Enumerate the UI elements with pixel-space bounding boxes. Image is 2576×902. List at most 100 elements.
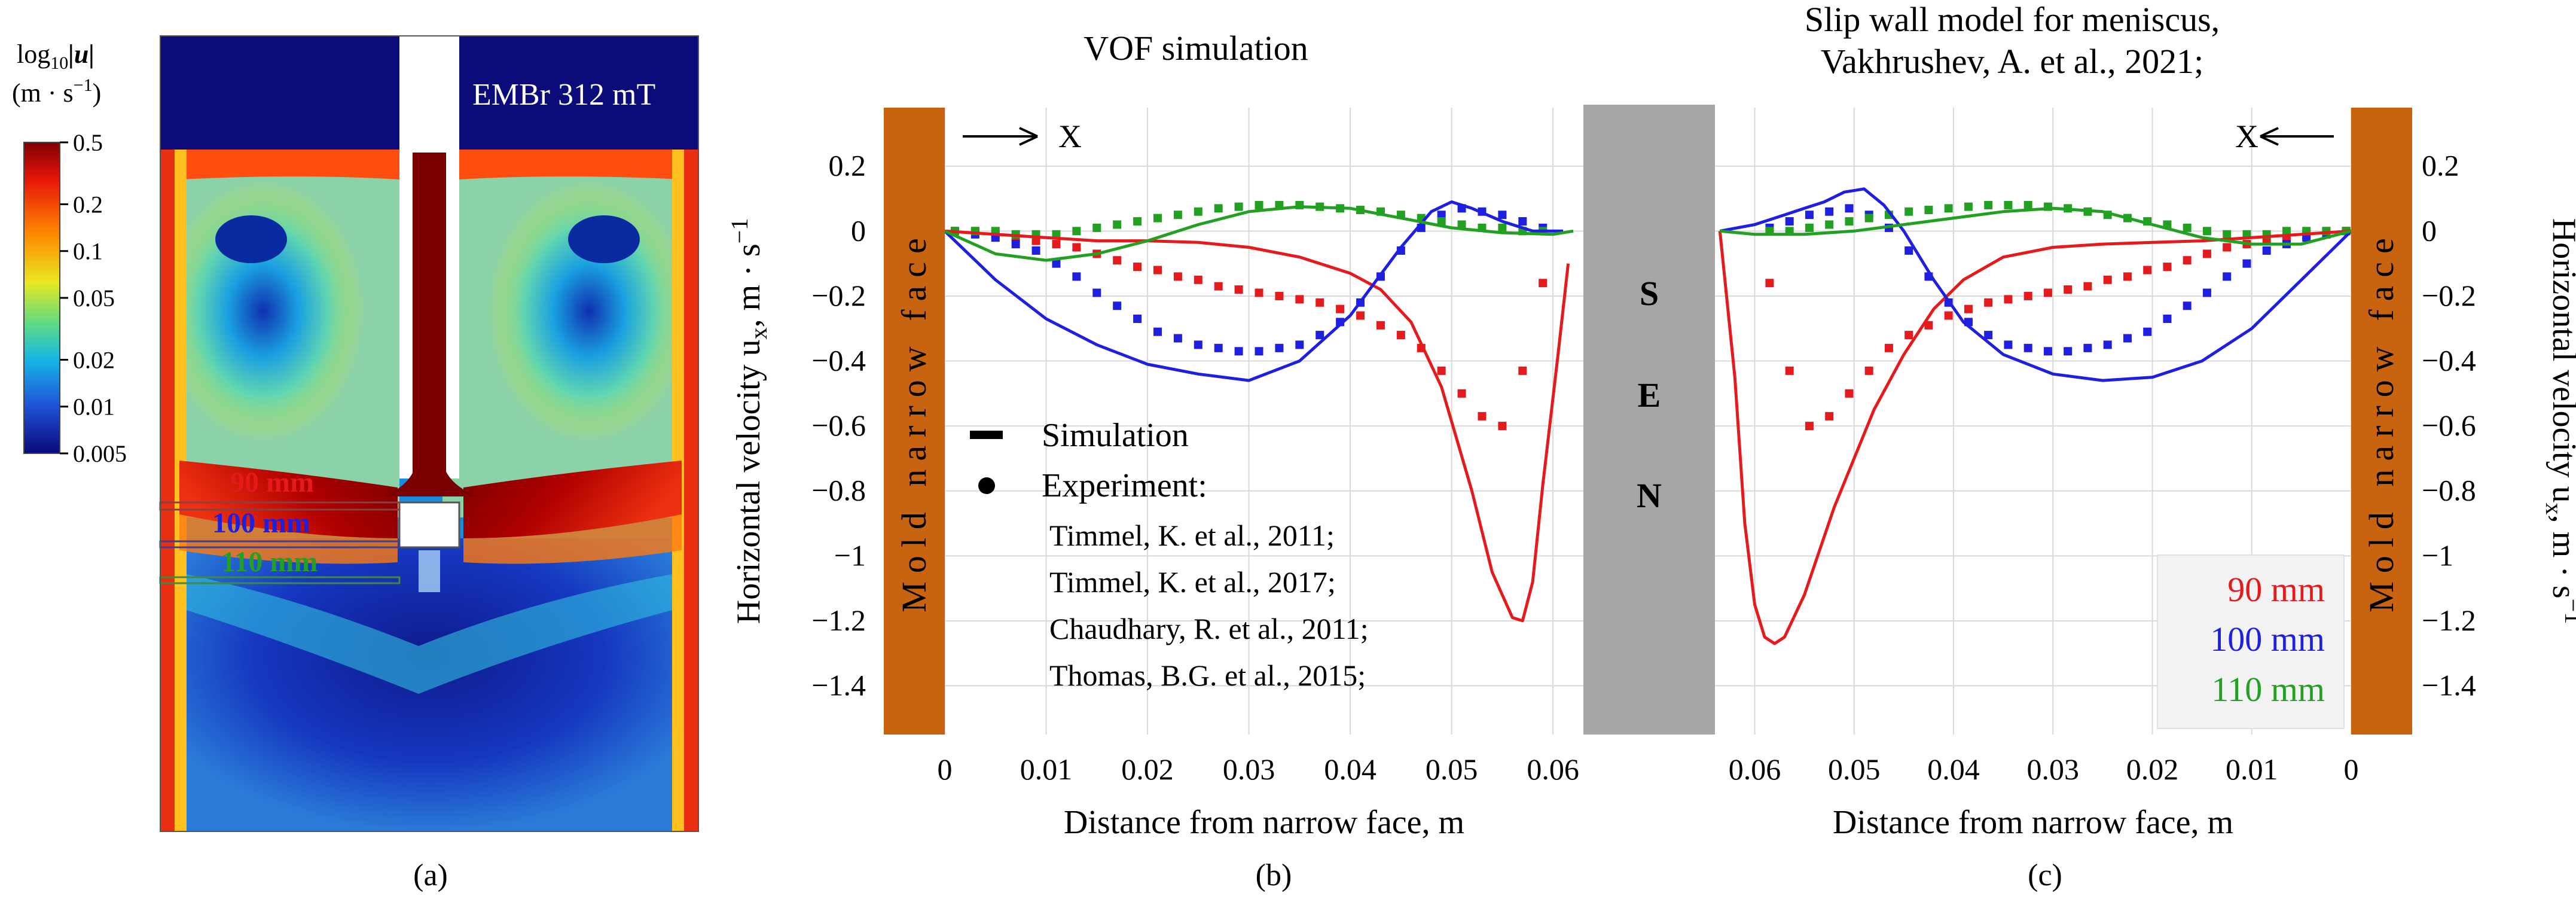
sen-letter-e: E [1638, 376, 1661, 415]
data-point [1275, 343, 1284, 352]
data-point [1924, 206, 1933, 215]
data-point [1864, 366, 1873, 375]
colorbar-tick-label: 0.005 [73, 440, 127, 467]
mold-label-left: Mold narrow face [895, 230, 933, 612]
colorbar-ticks: 0.5 0.2 0.1 0.05 0.02 0.01 0.005 [60, 129, 127, 467]
data-point [1295, 340, 1304, 349]
x-tick-label: 0.04 [1927, 752, 1980, 786]
x-tick-label: 0.05 [1426, 752, 1478, 786]
data-point [1396, 331, 1405, 340]
y-tick-label: 0.2 [2422, 149, 2459, 182]
data-point [1031, 236, 1040, 245]
data-point [2023, 291, 2032, 300]
data-point [2004, 200, 2013, 209]
data-point [1092, 288, 1101, 297]
data-point [1498, 211, 1507, 220]
sen-letter-s: S [1640, 274, 1659, 313]
data-point [2004, 340, 2013, 349]
data-point [1984, 298, 1993, 307]
data-point [1785, 366, 1794, 375]
data-point [1234, 347, 1243, 356]
data-point [1904, 246, 1913, 255]
data-point [2143, 327, 2152, 336]
data-point [2202, 249, 2211, 258]
y-tick-label: −1.4 [2422, 669, 2476, 702]
legend-experiment: Experiment: [1042, 467, 1207, 504]
data-point [2242, 259, 2251, 268]
data-point [1964, 304, 1973, 313]
panel-c: Slip wall model for meniscus, Vakhrushev… [1715, 0, 2576, 892]
data-point [1255, 288, 1263, 297]
colorbar [23, 142, 60, 454]
y-tick-label: −0.2 [2422, 279, 2476, 312]
data-point [1173, 272, 1182, 281]
data-point [1825, 412, 1834, 420]
legend-ref-3: Chaudhary, R. et al., 2011; [1049, 612, 1369, 645]
data-point [2202, 288, 2211, 297]
colorbar-tick-label: 0.02 [73, 346, 115, 373]
data-point [1072, 227, 1081, 236]
data-point [1944, 204, 1953, 213]
colorbar-tick-label: 0.5 [73, 129, 103, 156]
x-tick-label: 0 [2344, 752, 2359, 786]
colorbar-tick-label: 0.1 [73, 238, 103, 265]
y-tick-label: −0.8 [811, 474, 866, 507]
data-point [2223, 272, 2232, 281]
data-point [1457, 220, 1466, 229]
data-point [2023, 343, 2032, 352]
data-point [2223, 230, 2232, 239]
data-point [1072, 272, 1081, 281]
legend-c-110: 110 mm [2211, 670, 2325, 709]
series-line [1719, 187, 2352, 382]
caption-b: (b) [1256, 858, 1292, 892]
y-tick-label: −1.4 [811, 669, 866, 702]
flow-field [159, 35, 699, 832]
data-point [1904, 331, 1913, 340]
y-tick-label: −0.6 [811, 409, 866, 442]
y-tick-label: 0 [851, 214, 866, 247]
data-point [1944, 311, 1953, 320]
data-point [1255, 200, 1263, 209]
data-point [1845, 217, 1854, 226]
data-point [2183, 223, 2192, 232]
data-point [1785, 217, 1794, 226]
data-point [1275, 291, 1284, 300]
line-label-100: 100 mm [212, 507, 310, 539]
y-tick-label: −1.2 [811, 604, 866, 637]
y-tick-label: 0.2 [829, 149, 866, 182]
legend-c-90: 90 mm [2227, 570, 2325, 609]
data-point [1984, 200, 1993, 209]
x-tick-label: 0.06 [1527, 752, 1579, 786]
chart-c-title-line2: Vakhrushev, A. et al., 2021; [1821, 42, 2204, 81]
data-point [1845, 389, 1854, 398]
data-point [2223, 243, 2232, 252]
field-label: EMBr 312 mT [472, 78, 655, 112]
x-tick-label: 0.01 [2226, 752, 2278, 786]
data-point [1518, 366, 1527, 375]
data-point [1052, 230, 1061, 239]
data-point [1805, 422, 1814, 431]
data-point [1234, 202, 1243, 211]
data-point [1356, 311, 1365, 320]
data-point [1884, 343, 1893, 352]
data-point [1031, 246, 1040, 255]
y-tick-label: −0.2 [811, 279, 866, 312]
plot-c: 0.06 0.05 0.04 0.03 0.02 0.01 0 0.2 0 −0.2 −0.4 −0.… [1715, 108, 2576, 841]
data-point [1173, 211, 1182, 220]
data-point [1845, 204, 1854, 213]
data-point [1011, 240, 1020, 249]
data-point [1825, 220, 1834, 229]
data-point [2043, 347, 2052, 356]
data-point [1964, 202, 1973, 211]
colorbar-units: (m · s−1) [12, 75, 101, 108]
data-point [1437, 211, 1446, 220]
data-point [1805, 223, 1814, 232]
legend-simulation: Simulation [1042, 417, 1189, 454]
data-point [1052, 240, 1061, 249]
colorbar-title: log10|u| [17, 39, 94, 73]
x-axis-label: Distance from narrow face, m [1833, 804, 2233, 841]
data-point [2123, 334, 2132, 343]
data-point [1539, 279, 1548, 288]
y-tick-label: −0.6 [2422, 409, 2476, 442]
